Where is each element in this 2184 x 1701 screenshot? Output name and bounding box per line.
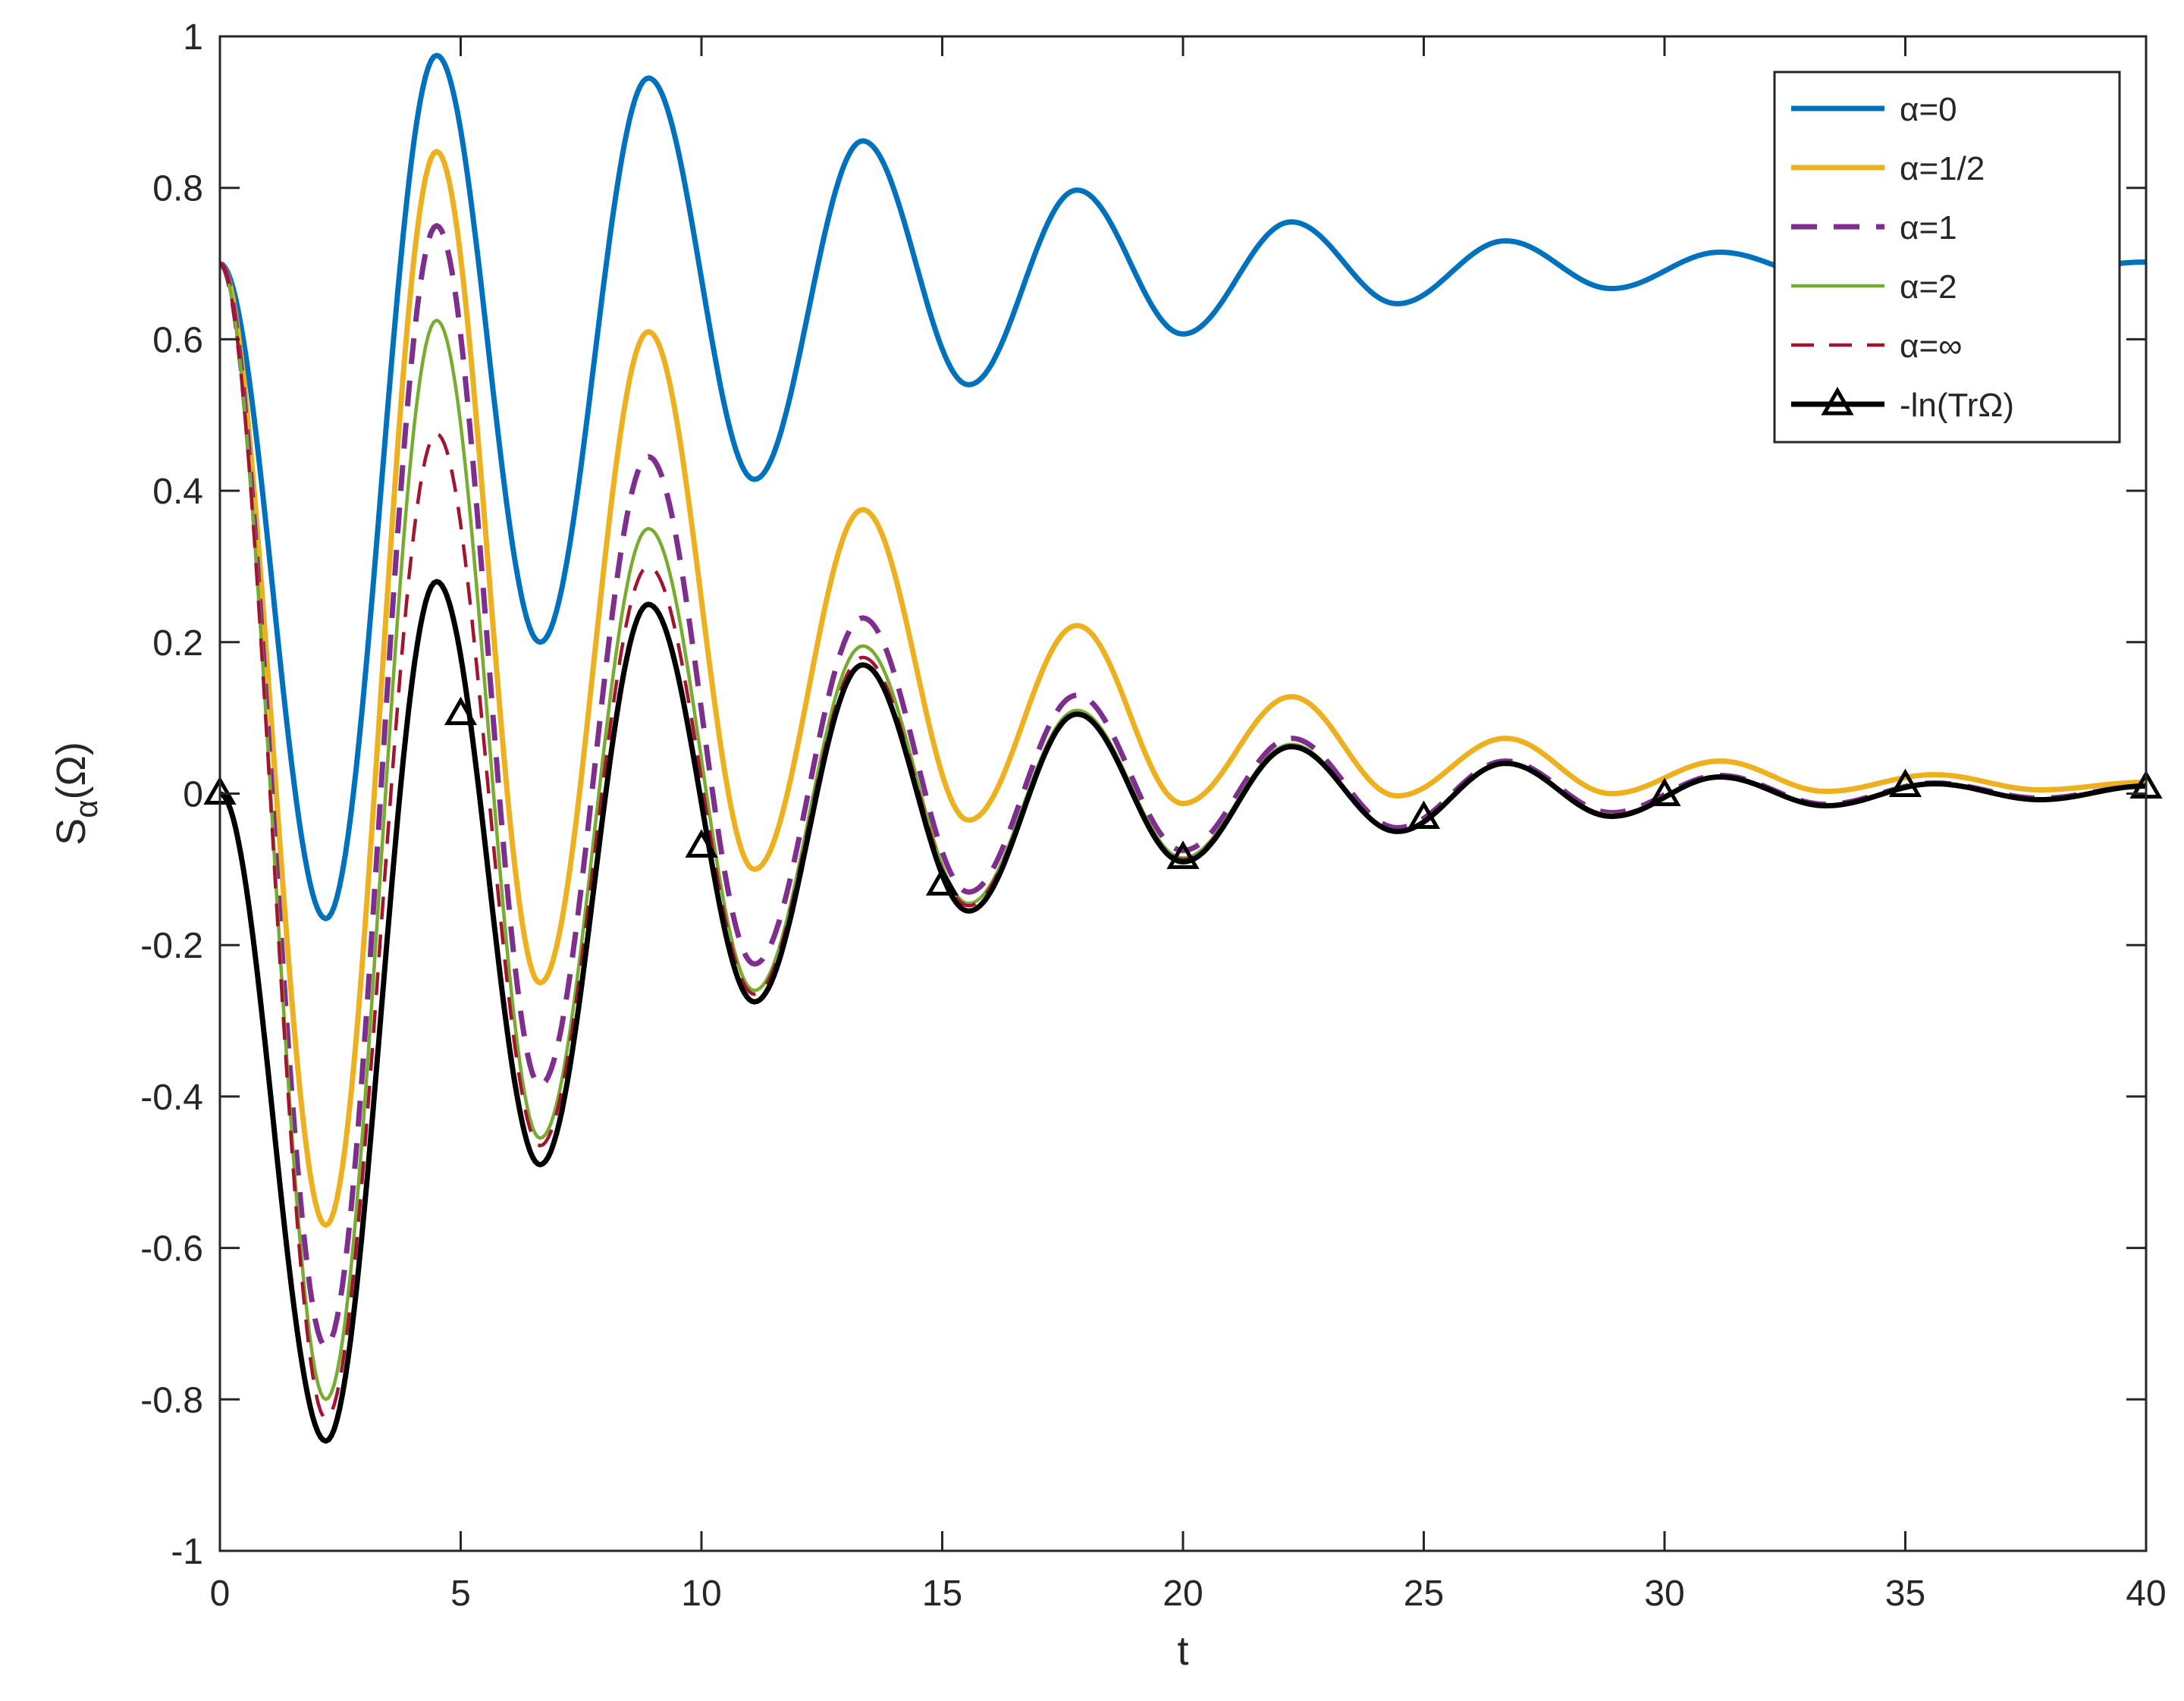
x-axis-label: t xyxy=(1177,1628,1188,1674)
y-tick-label: 1 xyxy=(183,17,203,58)
x-tick-label: 20 xyxy=(1163,1574,1203,1614)
triangle-marker xyxy=(1407,800,1441,829)
y-tick-label: -0.4 xyxy=(140,1078,203,1118)
x-tick-label: 15 xyxy=(922,1574,962,1614)
legend: α=0 α=1/2 α=1 α=2 α=∞ -ln(TrΩ) xyxy=(1773,71,2121,444)
axis-ticks: 0 5 10 15 20 25 30 35 40 -1 -0.8 -0.6 -0.4 -0.2 0 0.2 0.… xyxy=(140,17,2166,1614)
x-tick-label: 10 xyxy=(681,1574,721,1614)
x-tick-label: 5 xyxy=(450,1574,471,1614)
x-tick-label: 25 xyxy=(1404,1574,1444,1614)
legend-box xyxy=(1773,71,2121,444)
legend-entry-label: α=∞ xyxy=(1900,328,1963,365)
y-tick-label: -0.8 xyxy=(140,1380,203,1420)
y-tick-label: -1 xyxy=(171,1532,203,1572)
y-tick-label: -0.6 xyxy=(140,1229,203,1269)
series-line xyxy=(218,149,2146,1229)
y-axis-label-subscript: α xyxy=(68,800,104,818)
legend-entry-label: α=1 xyxy=(1900,209,1957,246)
y-tick-label: 0 xyxy=(183,775,203,815)
triangle-marker xyxy=(1821,386,1854,416)
triangle-marker xyxy=(1166,840,1200,869)
legend-entry-label: α=0 xyxy=(1900,91,1957,128)
y-axis-label-suffix: (Ω) xyxy=(49,742,94,799)
y-axis-label-main: S xyxy=(49,818,94,846)
y-tick-label: -0.2 xyxy=(140,926,203,966)
triangle-marker xyxy=(1888,768,1922,798)
x-tick-label: 30 xyxy=(1644,1574,1684,1614)
y-axis-label: Sα(Ω) xyxy=(49,742,104,846)
x-tick-label: 0 xyxy=(210,1574,231,1614)
triangle-marker xyxy=(925,867,959,896)
y-tick-label: 0.6 xyxy=(152,320,203,360)
series-line xyxy=(218,579,2146,1444)
series-1 xyxy=(218,149,2146,1229)
y-tick-label: 0.4 xyxy=(152,472,203,512)
legend-entry-label: α=1/2 xyxy=(1900,150,1985,187)
triangle-marker xyxy=(444,696,478,726)
legend-entry-label: -ln(TrΩ) xyxy=(1900,387,2014,424)
x-tick-label: 40 xyxy=(2126,1574,2166,1614)
triangle-marker xyxy=(1648,777,1681,806)
y-tick-label: 0.2 xyxy=(152,623,203,664)
triangle-marker xyxy=(685,829,718,858)
x-tick-label: 35 xyxy=(1885,1574,1925,1614)
legend-entry-label: α=2 xyxy=(1900,268,1957,306)
y-tick-label: 0.8 xyxy=(152,169,203,209)
